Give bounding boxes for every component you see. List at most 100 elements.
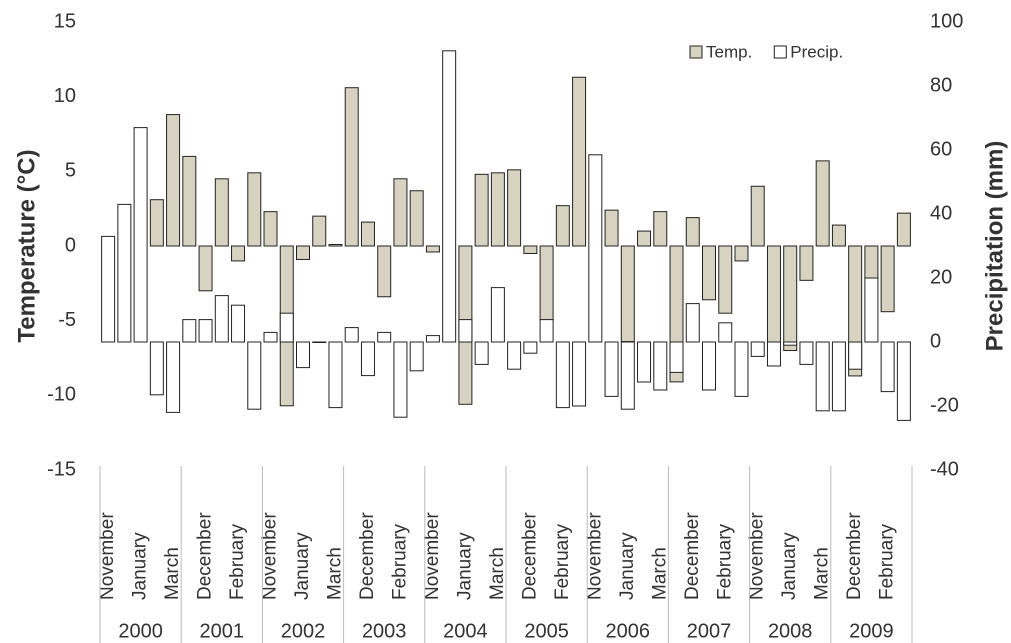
bar xyxy=(864,277,879,343)
bar xyxy=(523,341,538,354)
x-tick-label: November xyxy=(97,512,118,600)
bar xyxy=(149,199,164,247)
bar xyxy=(555,341,570,409)
bar xyxy=(198,319,213,343)
bar xyxy=(312,341,327,343)
bar xyxy=(896,212,911,247)
bar xyxy=(507,341,522,370)
y-tick-label: 10 xyxy=(54,85,76,107)
bar xyxy=(718,322,733,343)
y2-tick-label: 60 xyxy=(930,138,952,160)
bar xyxy=(490,172,505,247)
y-axis-title: Temperature (°C) xyxy=(13,149,40,342)
legend-swatch xyxy=(773,45,787,59)
bar xyxy=(653,211,668,247)
x-tick-label: February xyxy=(714,523,735,600)
bar xyxy=(653,341,668,391)
y2-tick-label: 20 xyxy=(930,266,952,288)
bar xyxy=(685,303,700,343)
bar xyxy=(734,245,749,262)
bar xyxy=(474,341,489,365)
bar xyxy=(848,341,863,370)
bar xyxy=(133,127,148,343)
x-tick-label: December xyxy=(844,512,865,600)
year-label: 2006 xyxy=(606,620,651,642)
year-label: 2004 xyxy=(443,620,488,642)
bar xyxy=(409,190,424,247)
x-tick-label: December xyxy=(357,512,378,600)
bar xyxy=(328,341,343,409)
bar xyxy=(247,341,262,410)
y-tick-label: 0 xyxy=(65,234,76,256)
legend-swatch xyxy=(689,45,703,59)
bar xyxy=(360,221,375,247)
x-tick-label: January xyxy=(779,532,800,600)
bar xyxy=(360,341,375,377)
bar xyxy=(702,245,716,301)
y-tick-label: -10 xyxy=(47,384,76,406)
bar xyxy=(377,245,392,298)
bar xyxy=(750,185,765,247)
bar xyxy=(328,244,343,247)
bar xyxy=(702,341,716,391)
y-tick-label: -15 xyxy=(47,458,76,480)
bar xyxy=(393,341,408,418)
bar xyxy=(523,245,538,254)
y-tick-label: 15 xyxy=(54,10,76,32)
x-tick-label: March xyxy=(324,547,345,600)
y2-tick-label: 100 xyxy=(930,10,963,32)
bar xyxy=(458,319,473,343)
bar xyxy=(198,245,213,292)
x-tick-label: January xyxy=(617,532,638,600)
bar xyxy=(263,211,278,247)
legend-label: Precip. xyxy=(790,42,843,61)
year-label: 2001 xyxy=(200,620,245,642)
bar xyxy=(247,172,262,247)
y2-tick-label: -20 xyxy=(930,394,959,416)
x-tick-label: November xyxy=(422,512,443,600)
bar xyxy=(214,295,229,343)
y-tick-label: -5 xyxy=(58,309,76,331)
bar xyxy=(279,312,294,343)
bar xyxy=(766,341,781,367)
x-tick-label: February xyxy=(552,523,573,600)
bar xyxy=(831,341,846,412)
bar xyxy=(425,245,440,253)
bar xyxy=(182,319,197,343)
year-label: 2008 xyxy=(768,620,813,642)
bar xyxy=(799,341,814,365)
bar xyxy=(604,209,619,247)
bar xyxy=(214,178,229,247)
bar xyxy=(604,341,619,397)
bar xyxy=(166,114,181,247)
bar xyxy=(231,304,246,343)
bar xyxy=(312,215,327,247)
bar xyxy=(409,341,424,372)
bar xyxy=(296,341,310,369)
bar xyxy=(377,331,392,343)
bar xyxy=(117,203,132,343)
bar xyxy=(620,245,635,343)
y2-tick-label: -40 xyxy=(930,458,959,480)
x-tick-label: March xyxy=(162,547,183,600)
bar xyxy=(539,319,554,343)
bar xyxy=(620,341,635,410)
bar xyxy=(799,245,814,281)
bar xyxy=(231,245,246,262)
bar xyxy=(896,341,911,421)
year-label: 2002 xyxy=(281,620,326,642)
x-tick-label: February xyxy=(389,523,410,600)
bar xyxy=(182,155,197,247)
bar xyxy=(572,76,587,247)
bar xyxy=(474,173,489,247)
bar xyxy=(263,331,278,343)
bar xyxy=(864,245,879,280)
year-label: 2009 xyxy=(849,620,894,642)
x-tick-label: March xyxy=(487,547,508,600)
x-tick-label: January xyxy=(454,532,475,600)
legend-label: Temp. xyxy=(706,42,752,61)
year-label: 2005 xyxy=(524,620,569,642)
bar xyxy=(783,341,798,346)
bar xyxy=(344,327,359,343)
